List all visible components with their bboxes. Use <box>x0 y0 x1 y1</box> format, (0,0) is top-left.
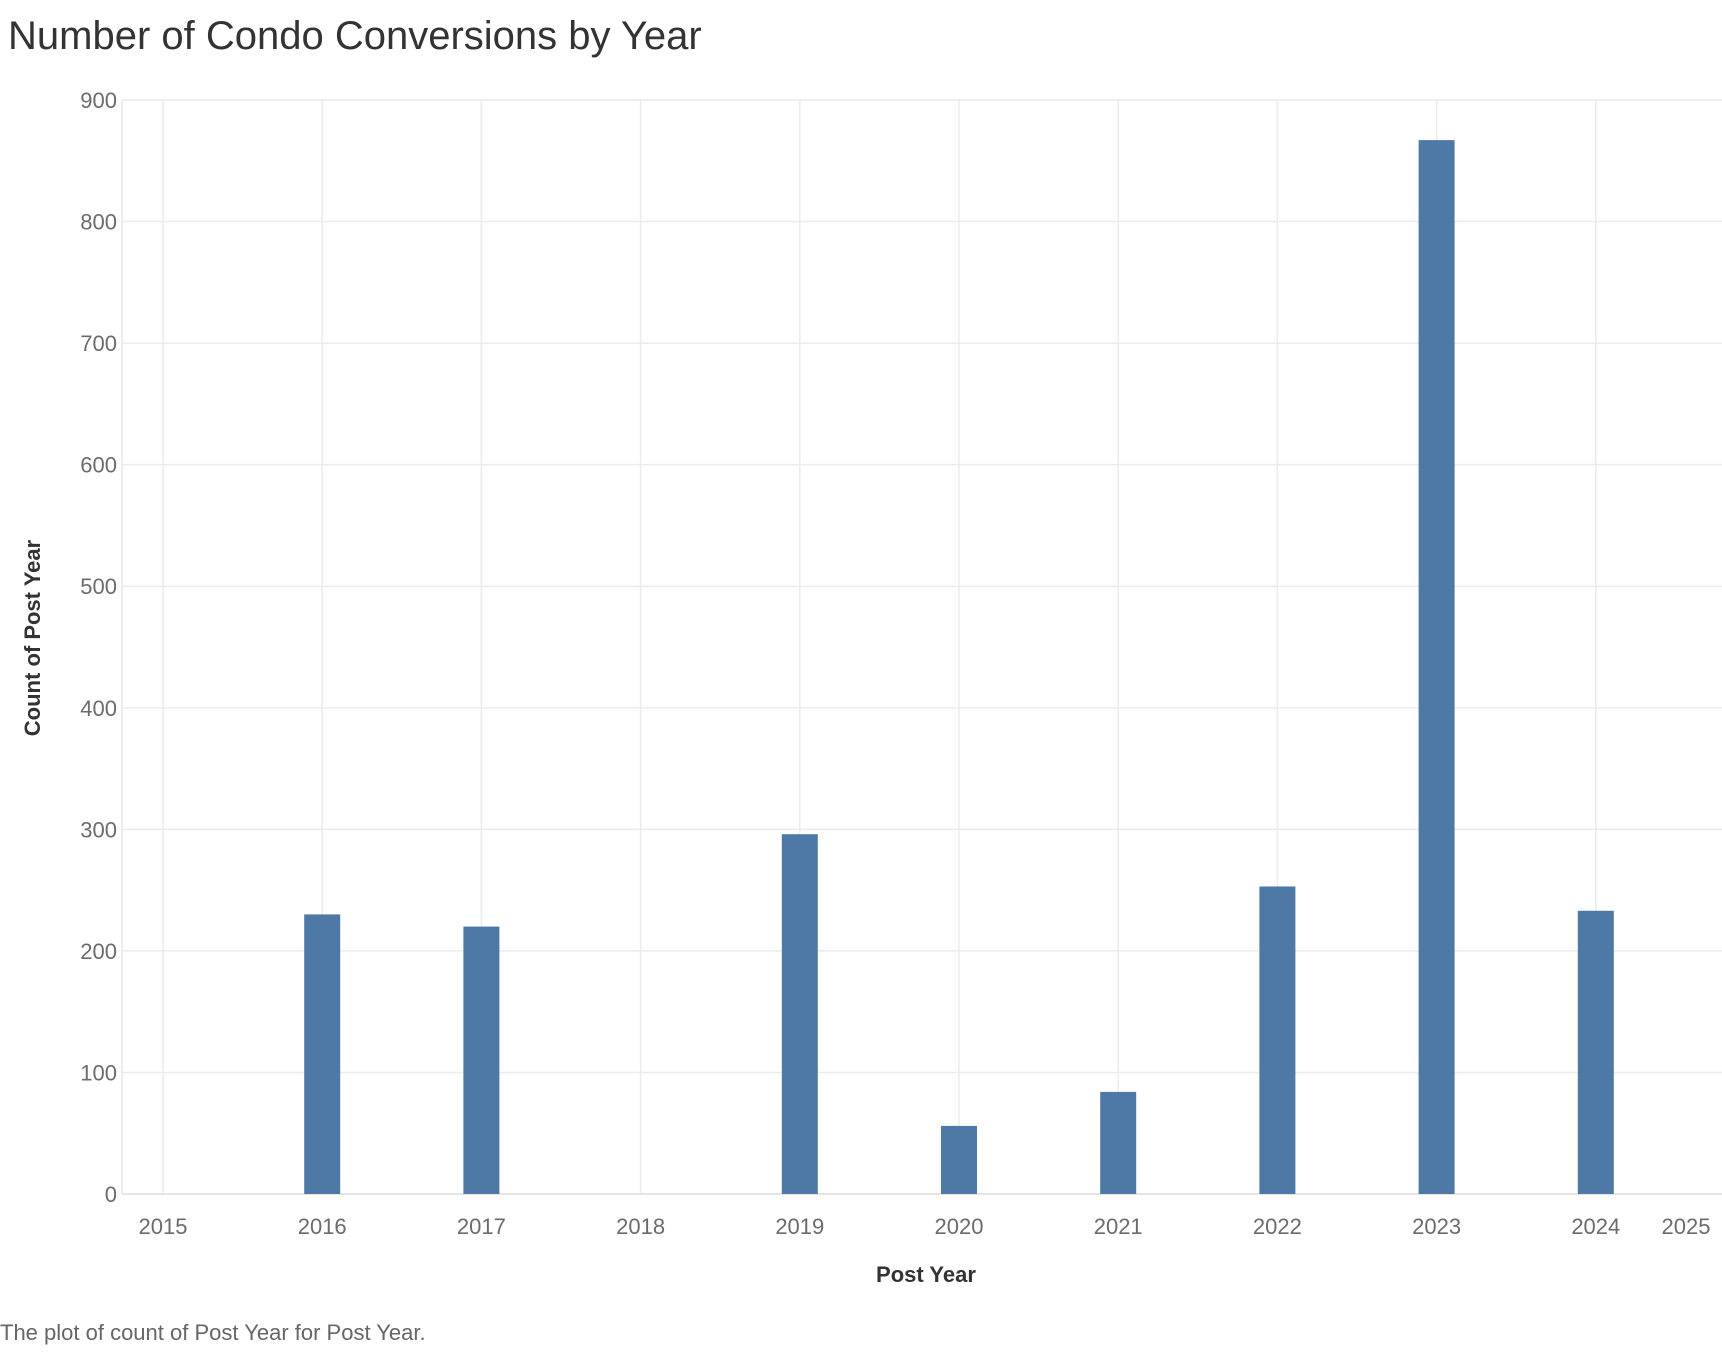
bar-2020 <box>941 1125 977 1194</box>
bar-2019 <box>781 834 818 1194</box>
bar-2024 <box>1577 910 1614 1194</box>
x-tick-label: 2024 <box>1571 1214 1620 1239</box>
y-tick-label: 800 <box>80 210 117 235</box>
bar-2021 <box>1100 1091 1137 1194</box>
y-axis-title: Count of Post Year <box>20 539 45 736</box>
y-tick-label: 600 <box>80 453 117 478</box>
chart-title: Number of Condo Conversions by Year <box>8 14 702 58</box>
y-tick-label: 400 <box>80 696 117 721</box>
bar-2016 <box>304 914 341 1194</box>
x-tick-label: 2019 <box>775 1214 824 1239</box>
bar-2022 <box>1259 886 1296 1194</box>
x-tick-label: 2020 <box>935 1214 984 1239</box>
x-tick-label: 2016 <box>298 1214 347 1239</box>
y-axis-ticks: 0 100 200 300 400 500 600 700 800 900 <box>80 88 117 1207</box>
x-tick-label: 2021 <box>1094 1214 1143 1239</box>
y-tick-label: 300 <box>80 817 117 842</box>
y-tick-label: 500 <box>80 574 117 599</box>
x-tick-label: 2015 <box>139 1214 188 1239</box>
bar-2023 <box>1418 140 1455 1195</box>
bars <box>304 140 1614 1195</box>
x-tick-label: 2025 <box>1662 1214 1711 1239</box>
x-tick-label: 2023 <box>1412 1214 1461 1239</box>
y-tick-label: 900 <box>80 88 117 113</box>
y-tick-label: 200 <box>80 939 117 964</box>
x-tick-label: 2022 <box>1253 1214 1302 1239</box>
x-tick-label: 2017 <box>457 1214 506 1239</box>
y-tick-label: 0 <box>105 1182 117 1207</box>
y-tick-label: 700 <box>80 331 117 356</box>
y-tick-label: 100 <box>80 1060 117 1085</box>
x-axis-title: Post Year <box>876 1262 976 1287</box>
chart-caption: The plot of count of Post Year for Post … <box>0 1320 426 1345</box>
x-tick-label: 2018 <box>616 1214 665 1239</box>
x-axis-ticks: 2015 2016 2017 2018 2019 2020 2021 2022 2023 2024… <box>139 1214 1711 1239</box>
gridlines <box>121 99 1722 1195</box>
bar-2017 <box>463 926 500 1194</box>
